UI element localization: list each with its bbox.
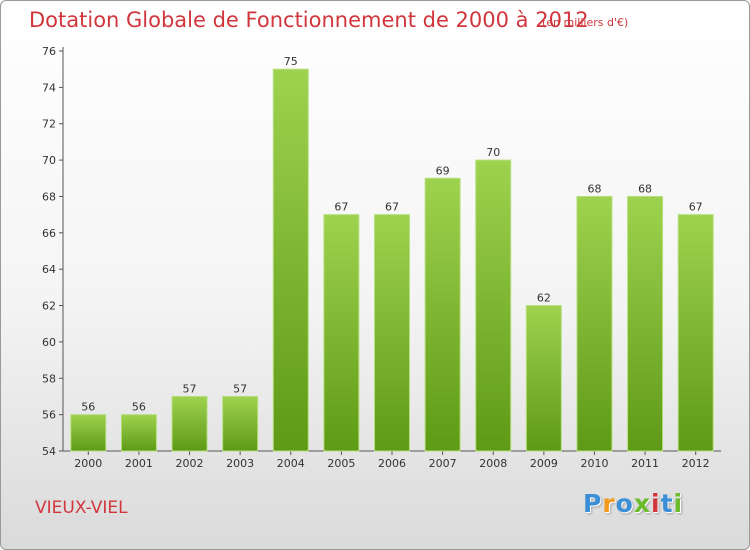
- bar: [70, 414, 107, 452]
- y-tick-label: 56: [42, 409, 56, 422]
- y-tick-label: 68: [42, 190, 56, 203]
- bar-series: 56 56 57 57 75 67 67 69 70 62 68 68 67: [70, 55, 714, 452]
- x-tick-label: 2004: [277, 457, 305, 470]
- logo-letter: x: [633, 489, 651, 518]
- bar: [374, 214, 410, 452]
- x-tick-label: 2002: [176, 457, 204, 470]
- x-tick-label: 2011: [631, 457, 659, 470]
- y-axis: 54 56 58 60 62 64 66 68 70 72 74 76: [42, 45, 64, 458]
- x-tick-label: 2012: [682, 457, 710, 470]
- y-tick-label: 60: [42, 336, 56, 349]
- bar: [272, 68, 309, 452]
- y-tick-label: 70: [42, 154, 56, 167]
- y-tick-label: 58: [42, 372, 56, 385]
- place-name: VIEUX-VIEL: [35, 498, 128, 518]
- chart-title: Dotation Globale de Fonctionnement de 20…: [29, 8, 589, 32]
- logo-letter: P: [583, 489, 603, 518]
- bar: [222, 395, 259, 452]
- x-tick-label: 2003: [226, 457, 254, 470]
- bar-value-label: 69: [436, 164, 450, 177]
- bar: [120, 414, 157, 452]
- x-tick-label: 2005: [327, 457, 355, 470]
- bar-value-label: 70: [486, 146, 500, 159]
- bar-value-label: 75: [284, 55, 298, 68]
- logo-letter: t: [660, 489, 674, 518]
- y-tick-label: 66: [42, 227, 56, 240]
- x-tick-label: 2007: [429, 457, 457, 470]
- y-tick-label: 62: [42, 300, 56, 313]
- bar-value-label: 67: [385, 201, 399, 214]
- bar: [576, 195, 613, 452]
- chart-subtitle: (en milliers d'€): [542, 16, 629, 29]
- bar-value-label: 67: [689, 201, 703, 214]
- bar: [677, 214, 714, 452]
- y-tick-label: 64: [42, 263, 56, 276]
- x-tick-label: 2008: [479, 457, 507, 470]
- x-tick-label: 2001: [125, 457, 153, 470]
- bar-value-label: 57: [233, 382, 247, 395]
- bar: [323, 214, 360, 452]
- bar: [171, 395, 208, 452]
- x-tick-label: 2006: [378, 457, 406, 470]
- bar: [475, 159, 512, 452]
- bar-value-label: 57: [183, 382, 197, 395]
- bar-value-label: 62: [537, 292, 551, 305]
- logo-letter: i: [673, 489, 684, 518]
- bar-value-label: 56: [132, 401, 146, 414]
- bar: [525, 305, 562, 452]
- bar: [627, 195, 664, 452]
- bar-value-label: 68: [638, 182, 652, 195]
- bar-value-label: 68: [587, 182, 601, 195]
- logo-letter: o: [615, 489, 634, 518]
- x-tick-label: 2010: [580, 457, 608, 470]
- logo-letter: r: [602, 489, 616, 518]
- x-tick-label: 2009: [530, 457, 558, 470]
- x-tick-label: 2000: [74, 457, 102, 470]
- bar: [424, 177, 461, 452]
- bar-value-label: 56: [81, 401, 95, 414]
- logo-letter: i: [651, 489, 661, 518]
- y-tick-label: 72: [42, 118, 56, 131]
- proxiti-logo: Proxiti: [583, 489, 683, 518]
- y-tick-label: 54: [42, 445, 56, 458]
- y-tick-label: 76: [42, 45, 56, 58]
- x-axis: 2000 2001 2002 2003 2004 2005 2006 2007 2008 2009…: [63, 450, 721, 470]
- y-tick-label: 74: [42, 81, 56, 94]
- bar-value-label: 67: [334, 201, 348, 214]
